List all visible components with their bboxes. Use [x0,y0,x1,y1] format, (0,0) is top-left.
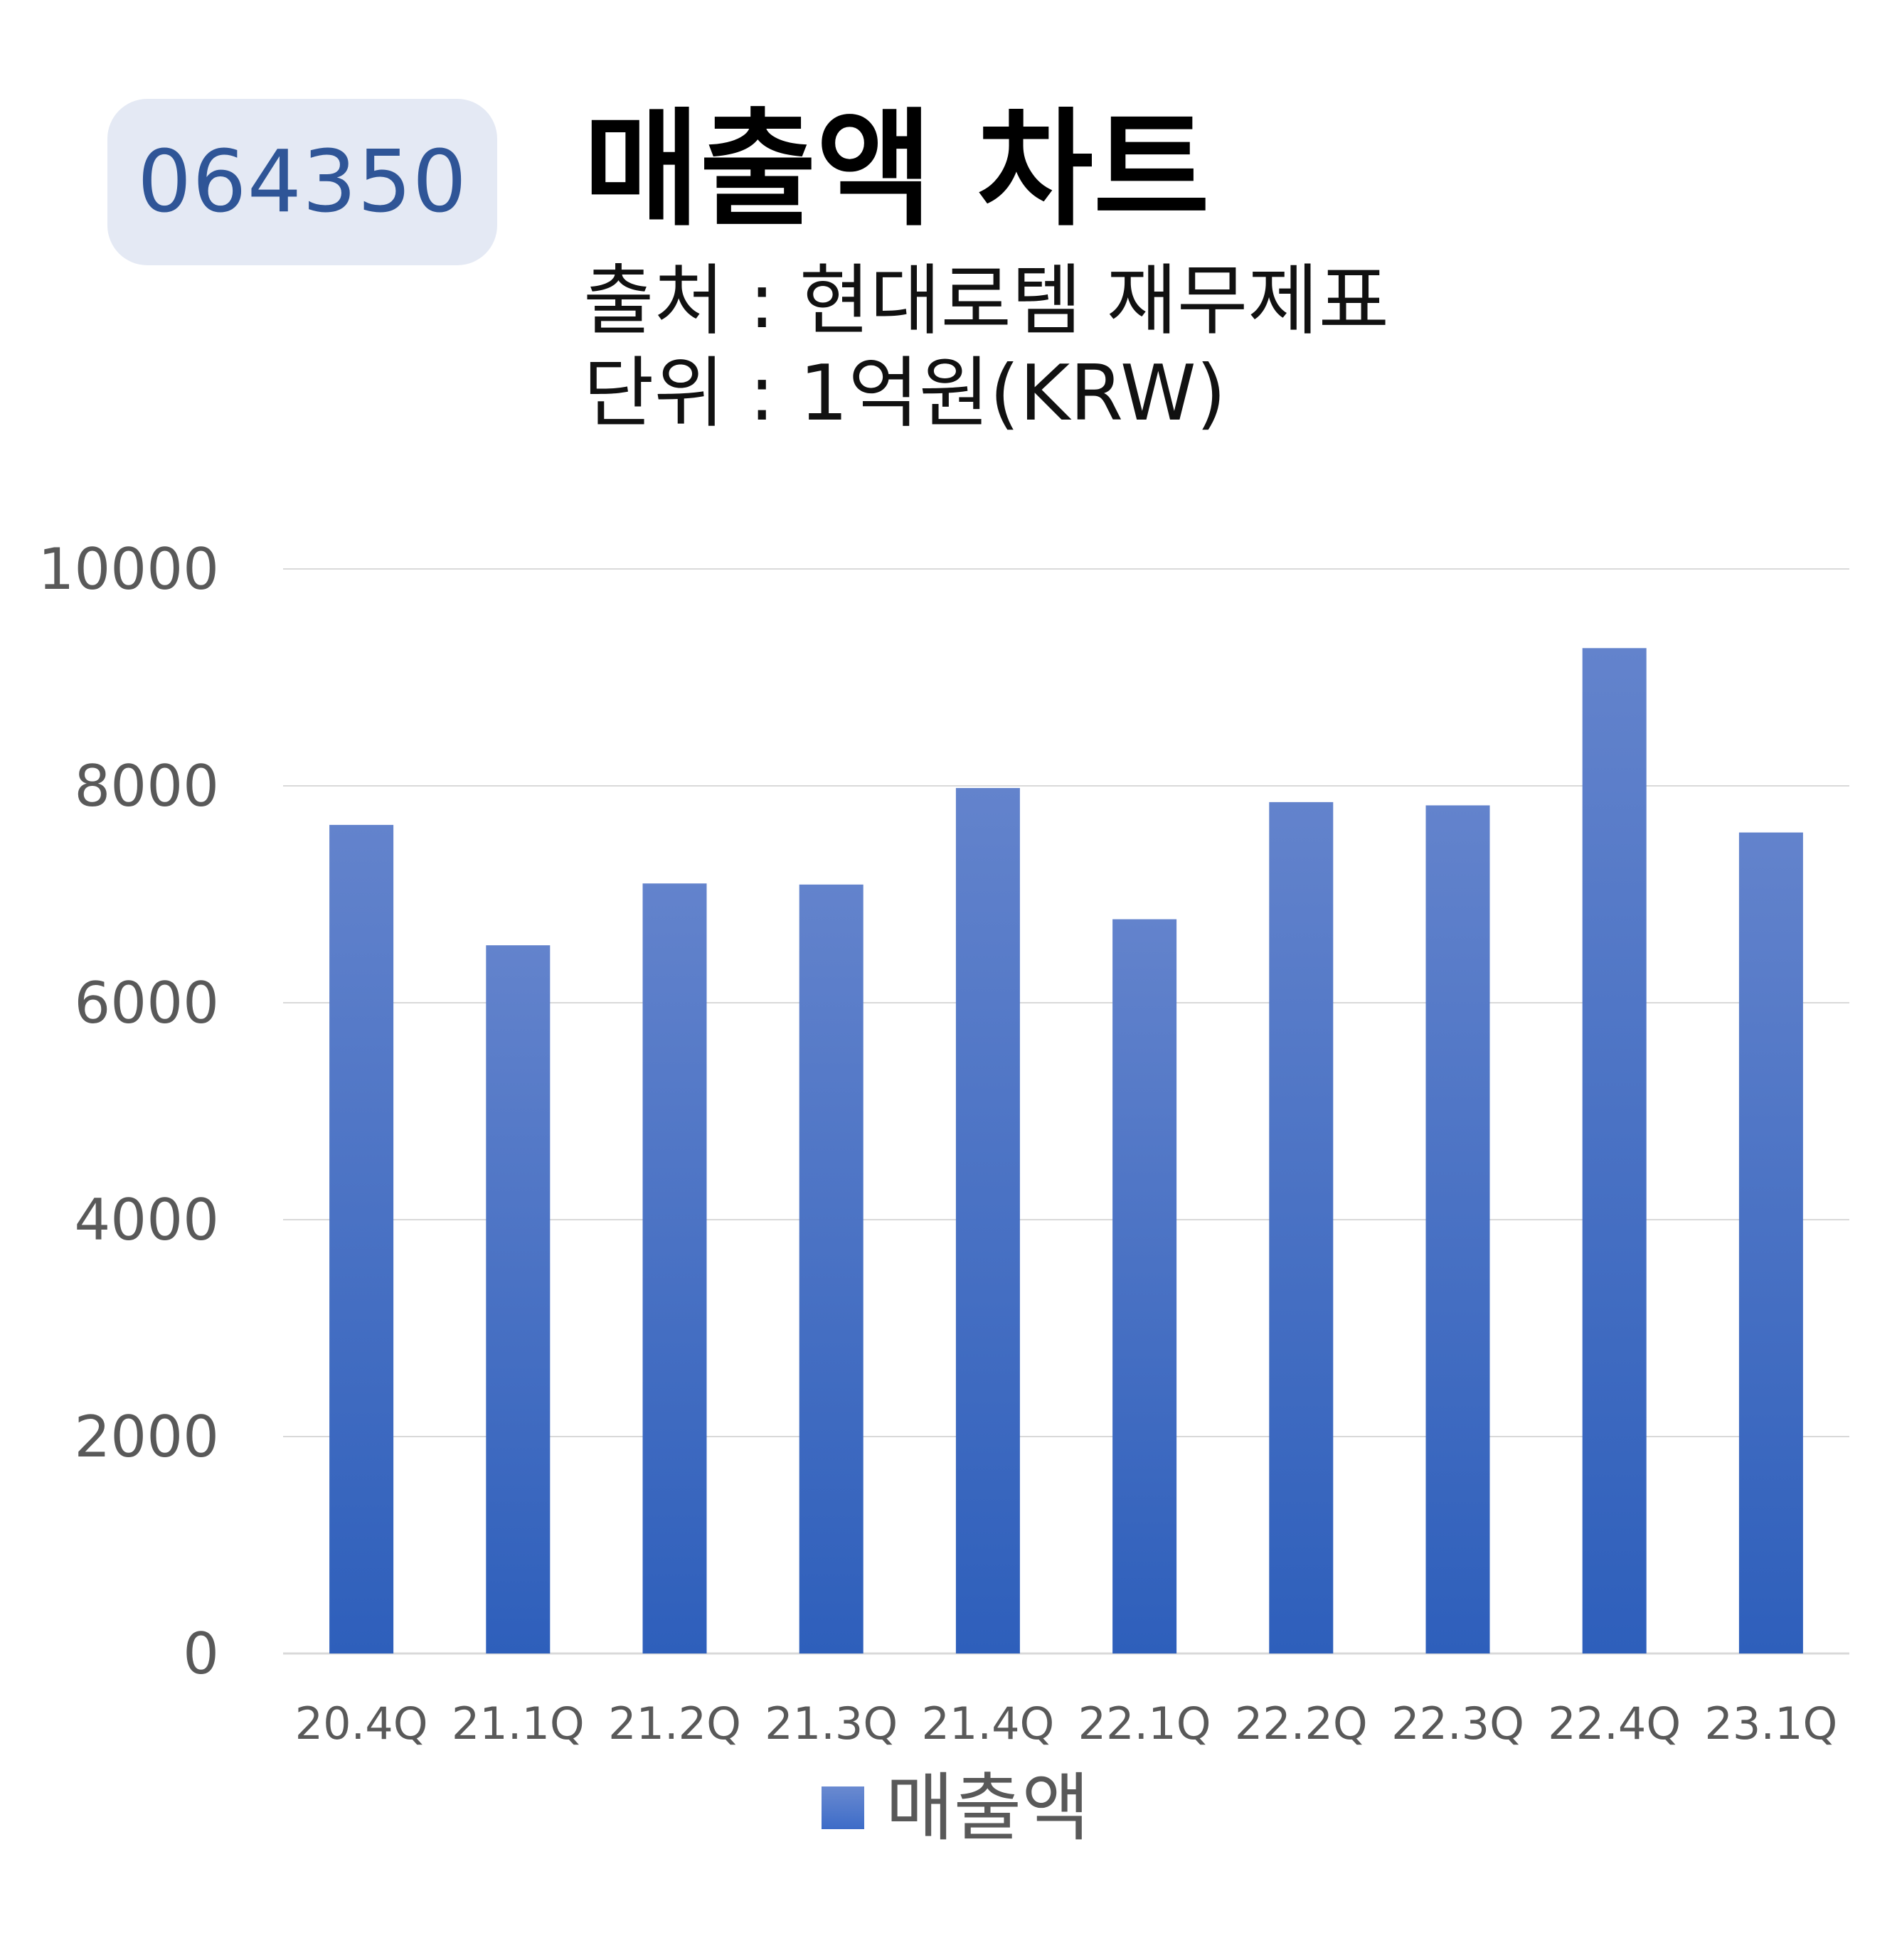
x-tick-label: 21.2Q [608,1698,741,1749]
y-tick-label: 10000 [38,536,220,602]
bar-20.4Q [329,824,394,1653]
bars [329,648,1803,1654]
y-axis-ticks: 0 2000 4000 6000 8000 10000 [38,536,220,1687]
unit-line: 단위 : 1억원(KRW) [583,349,1226,438]
bar-22.4Q [1582,648,1647,1654]
x-tick-label: 22.4Q [1548,1698,1681,1749]
x-tick-label: 20.4Q [295,1698,428,1749]
chart-title: 매출액 차트 [583,96,1210,243]
stock-code-badge: 064350 [107,99,497,265]
y-tick-label: 2000 [74,1404,219,1470]
bar-21.2Q [642,883,707,1653]
legend-label: 매출액 [886,1764,1090,1851]
stock-code: 064350 [137,132,468,232]
y-tick-label: 6000 [74,970,219,1036]
source-line: 출처 : 현대로템 재무제표 [583,257,1389,346]
bar-21.4Q [955,788,1020,1653]
x-tick-label: 22.3Q [1391,1698,1524,1749]
bar-22.2Q [1269,801,1334,1653]
x-tick-label: 22.1Q [1078,1698,1211,1749]
bar-22.1Q [1112,919,1177,1653]
x-tick-label: 21.1Q [452,1698,585,1749]
bar-21.1Q [486,945,551,1653]
x-axis-ticks: 20.4Q 21.1Q 21.2Q 21.3Q 21.4Q 22.1Q 22.2Q 22.3Q… [295,1698,1838,1749]
y-tick-label: 8000 [74,753,219,819]
y-tick-label: 4000 [74,1187,219,1253]
x-tick-label: 22.2Q [1235,1698,1368,1749]
legend: 매출액 [822,1771,1090,1845]
y-tick-label: 0 [183,1621,219,1687]
legend-swatch [822,1786,864,1829]
bar-22.3Q [1425,805,1490,1653]
bar-23.1Q [1738,832,1803,1653]
x-tick-label: 23.1Q [1704,1698,1837,1749]
x-tick-label: 21.4Q [921,1698,1054,1749]
x-tick-label: 21.3Q [765,1698,898,1749]
bar-21.3Q [799,884,864,1653]
